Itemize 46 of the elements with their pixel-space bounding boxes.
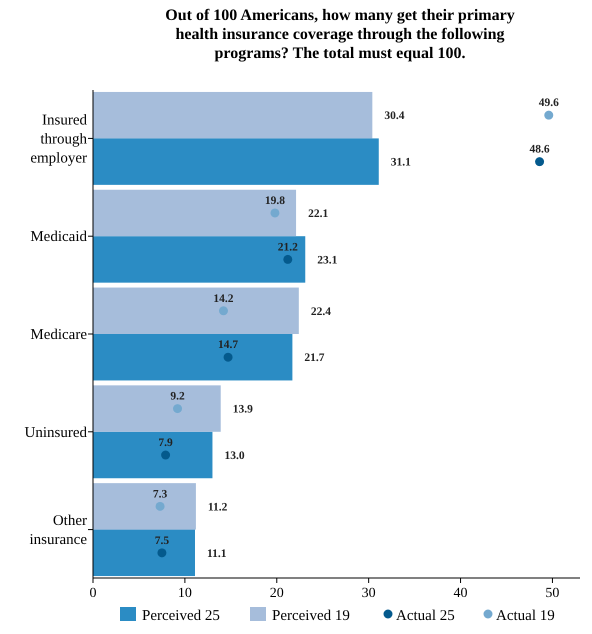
data-label: 19.8 <box>264 194 286 207</box>
bar <box>93 530 195 576</box>
y-tick-label: Insured through employer <box>30 112 88 166</box>
data-label: 48.6 <box>530 144 550 156</box>
x-tick-label: 40 <box>454 586 468 601</box>
data-label: 22.1 <box>308 208 328 220</box>
bar <box>93 236 306 283</box>
x-tick-label: 30 <box>362 586 376 601</box>
bar <box>93 138 379 185</box>
legend-label: Perceived 25 <box>142 608 220 624</box>
x-tick-label: 0 <box>90 586 96 601</box>
data-label: 21.7 <box>304 352 325 364</box>
data-label: 11.1 <box>206 548 227 560</box>
data-label: 14.7 <box>218 339 238 352</box>
y-tick-label: Medicaid <box>30 229 88 246</box>
bar <box>93 483 196 530</box>
y-tick-label: Uninsured <box>24 424 88 441</box>
data-label: 7.5 <box>154 534 170 547</box>
data-label: 23.1 <box>317 254 338 266</box>
data-label: 13.0 <box>224 450 245 462</box>
data-label: 7.9 <box>158 437 174 450</box>
data-label: 30.4 <box>384 110 405 122</box>
legend-label: Actual 25 <box>396 608 455 624</box>
legend-label: Perceived 19 <box>272 608 350 624</box>
y-tick-label: Other insurance <box>30 513 88 548</box>
bar <box>93 385 221 432</box>
bar <box>93 92 372 138</box>
data-label: 21.2 <box>278 241 298 254</box>
data-label: 9.2 <box>170 390 185 403</box>
chart-title: Out of 100 Americans, how many get their primary health insurance coverage through the following programs? The total must equal 100. <box>165 7 515 62</box>
bar <box>93 288 299 334</box>
data-label: 7.3 <box>152 488 168 500</box>
legend-label: Actual 19 <box>496 608 555 624</box>
x-tick-label: 10 <box>178 586 192 601</box>
data-label: 13.9 <box>232 404 254 416</box>
data-label: 14.2 <box>213 292 234 305</box>
y-tick-label: Medicare <box>30 327 88 343</box>
x-tick-label: 20 <box>270 586 284 601</box>
x-tick-label: 50 <box>545 586 560 601</box>
bar <box>93 432 212 478</box>
bar <box>93 334 292 380</box>
data-label: 31.1 <box>390 156 412 169</box>
bar <box>93 190 296 236</box>
data-label: 11.2 <box>208 501 228 514</box>
data-label: 22.4 <box>310 306 332 318</box>
data-label: 49.6 <box>538 97 560 110</box>
